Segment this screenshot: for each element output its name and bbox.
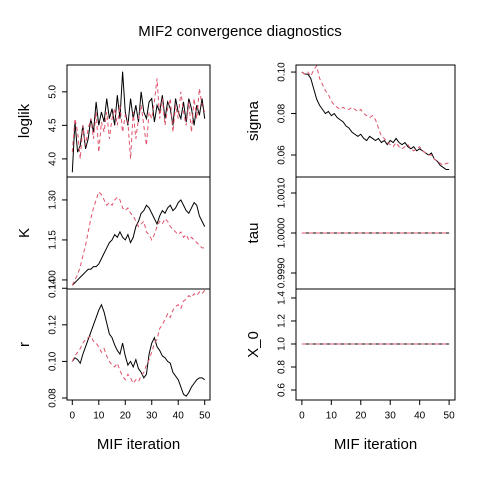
x-axis-label: MIF iteration — [334, 436, 417, 453]
x-tick-label: 10 — [93, 411, 105, 422]
y-tick-label: 0.8 — [277, 360, 288, 374]
x-tick-label: 30 — [385, 411, 397, 422]
x-tick-label: 20 — [355, 411, 367, 422]
y-tick-label: 0.12 — [48, 315, 59, 335]
y-tick-label: 0.08 — [48, 388, 59, 408]
x-tick-label: 10 — [326, 411, 338, 422]
y-tick-label: 0.9990 — [277, 257, 288, 288]
series-line — [71, 303, 205, 397]
y-axis-label: tau — [245, 223, 262, 244]
series-line — [71, 71, 206, 173]
x-tick-label: 0 — [70, 411, 76, 422]
x-tick-label: 0 — [299, 411, 305, 422]
series-line — [71, 191, 205, 286]
y-tick-label: 0.08 — [277, 103, 288, 123]
y-tick-label: 4.0 — [48, 152, 59, 166]
y-tick-label: 0.6 — [277, 383, 288, 397]
chart-title: MIF2 convergence diagnostics — [138, 23, 341, 40]
y-tick-label: 1.00 — [48, 270, 59, 290]
x-tick-label: 50 — [444, 411, 456, 422]
y-tick-label: 1.0 — [277, 337, 288, 351]
y-tick-label: 1.4 — [277, 291, 288, 305]
panel-frame — [66, 176, 211, 290]
y-axis-label: sigma — [245, 100, 262, 141]
x-tick-label: 40 — [414, 411, 426, 422]
y-tick-label: 0.10 — [277, 62, 288, 82]
y-tick-label: 1.2 — [277, 314, 288, 328]
y-axis-label: K — [16, 228, 33, 238]
y-tick-label: 1.0000 — [277, 217, 288, 248]
y-axis-label: X_0 — [245, 331, 262, 358]
x-tick-label: 20 — [120, 411, 132, 422]
x-tick-label: 40 — [173, 411, 185, 422]
x-axis-label: MIF iteration — [97, 436, 180, 453]
y-tick-label: 1.30 — [48, 190, 59, 210]
y-tick-label: 1.15 — [48, 230, 59, 250]
y-tick-label: 1.0010 — [277, 177, 288, 208]
y-tick-label: 4.5 — [48, 118, 59, 132]
y-axis-label: r — [16, 342, 33, 347]
x-tick-label: 30 — [146, 411, 158, 422]
x-tick-label: 50 — [199, 411, 211, 422]
panel-frame — [295, 288, 456, 401]
y-tick-label: 0.06 — [277, 145, 288, 165]
y-tick-label: 0.10 — [48, 351, 59, 371]
panel-frame — [66, 288, 211, 401]
y-tick-label: 0.14 — [48, 278, 59, 298]
series-line — [71, 199, 206, 286]
y-tick-label: 5.0 — [48, 84, 59, 98]
series-line — [301, 64, 450, 166]
series-line — [71, 78, 206, 159]
y-axis-label: loglik — [16, 103, 33, 138]
